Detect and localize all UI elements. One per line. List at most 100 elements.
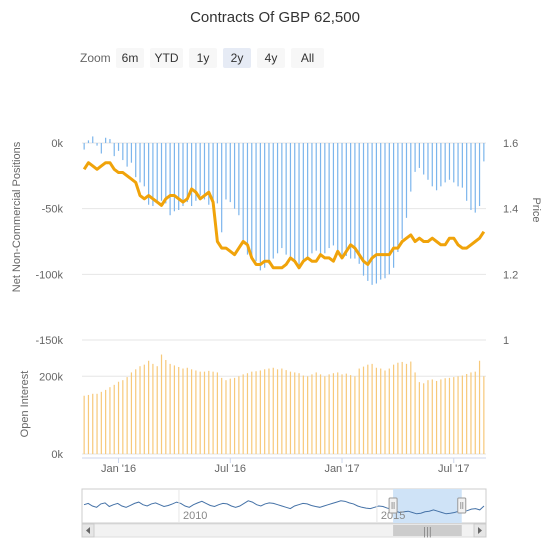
net-position-bar <box>302 143 304 263</box>
zoom-button-1y[interactable]: 1y <box>189 48 217 68</box>
net-position-bar <box>328 143 330 249</box>
net-position-bar <box>160 143 163 201</box>
net-position-bar <box>470 143 472 210</box>
net-position-bar <box>423 143 425 175</box>
open-interest-bar <box>255 371 257 454</box>
y-right-tick-label: 1.4 <box>503 204 518 216</box>
open-interest-bar <box>281 368 283 454</box>
open-interest-bar <box>87 394 90 454</box>
open-interest-bar <box>311 374 313 454</box>
open-interest-bar <box>350 375 352 454</box>
x-tick-label: Jul '17 <box>438 463 469 475</box>
open-interest-bar <box>384 370 386 454</box>
open-interest-bar <box>354 376 356 454</box>
net-position-bar <box>225 143 227 200</box>
net-position-bar <box>448 143 451 180</box>
navigator-series-line <box>83 500 485 515</box>
net-position-bar <box>362 143 365 276</box>
open-interest-bar <box>397 362 399 454</box>
open-interest-bar <box>117 381 120 454</box>
scrollbar-thumb[interactable] <box>393 525 462 536</box>
net-position-bar <box>345 143 347 256</box>
net-position-bar <box>255 143 257 262</box>
zoom-button-background <box>189 48 217 68</box>
open-interest-bar <box>195 370 197 454</box>
net-position-bar <box>169 143 171 216</box>
net-position-bar <box>405 143 408 218</box>
net-position-bar <box>208 143 210 205</box>
net-position-bar <box>182 143 184 207</box>
net-positions-bars <box>83 136 485 285</box>
zoom-button-label: 6m <box>122 51 139 65</box>
y-right-tick-label: 1 <box>503 335 509 347</box>
open-interest-bar <box>393 364 395 454</box>
open-interest-bar <box>113 384 115 454</box>
open-interest-bar <box>251 371 253 454</box>
zoom-button-4y[interactable]: 4y <box>257 48 285 68</box>
net-position-bar <box>410 143 412 192</box>
net-position-bar <box>92 136 94 143</box>
open-interest-bar <box>173 365 175 454</box>
open-interest-bar <box>418 382 420 454</box>
zoom-button-group: 6m YTD 1y 2y 4y All <box>116 48 324 68</box>
net-position-bar <box>453 143 455 183</box>
net-position-bar <box>311 143 313 254</box>
net-position-bar <box>221 143 223 233</box>
open-interest-bar <box>216 372 218 454</box>
net-position-bar <box>427 143 429 180</box>
zoom-button-label: YTD <box>155 51 179 65</box>
zoom-button-2y[interactable]: 2y <box>223 48 251 68</box>
open-interest-bar <box>259 370 261 454</box>
net-positions-panel: 0k -50k -100k -150k 1.6 1.4 1.2 1 Net Non-Comm… <box>11 136 542 347</box>
open-interest-bar <box>414 372 416 454</box>
net-position-bar <box>246 143 249 255</box>
navigator-handle[interactable] <box>388 497 398 514</box>
zoom-button-label: 1y <box>197 51 210 65</box>
open-interest-bar <box>152 363 154 454</box>
navigator[interactable]: 2010 2015 <box>81 488 487 524</box>
zoom-button-all[interactable]: All <box>291 48 324 68</box>
net-position-bar <box>315 143 317 251</box>
net-position-bar <box>466 143 468 201</box>
net-position-bar <box>216 143 218 204</box>
grip-icon: ||| <box>423 526 432 538</box>
open-interest-bar <box>483 376 485 454</box>
zoom-button-ytd[interactable]: YTD <box>150 48 183 68</box>
open-interest-bar <box>100 391 102 454</box>
scrollbar[interactable]: ||| <box>81 523 487 538</box>
open-interest-bar <box>130 372 133 454</box>
net-position-bar <box>186 143 188 203</box>
open-interest-bar <box>401 361 403 454</box>
net-positions-axis-ticks: 0k -50k -100k -150k <box>35 138 63 347</box>
open-interest-bar <box>126 377 128 454</box>
open-interest-bar <box>186 367 188 454</box>
zoom-label: Zoom <box>80 51 111 65</box>
open-interest-bar <box>225 380 227 454</box>
y-right-tick-label: 1.2 <box>503 269 518 281</box>
navigator-handle[interactable] <box>457 497 467 514</box>
net-position-bar <box>135 143 137 178</box>
navigator-tick-label: 2010 <box>183 510 207 522</box>
navigator-selection-range[interactable] <box>393 489 462 523</box>
net-position-bar <box>268 143 270 264</box>
net-position-bar <box>229 143 231 203</box>
price-series-line <box>82 161 486 270</box>
zoom-button-6m[interactable]: 6m <box>116 48 144 68</box>
open-interest-bar <box>212 371 214 454</box>
navigator-handles[interactable] <box>388 497 467 514</box>
open-interest-bar <box>358 368 360 454</box>
open-interest-bar <box>328 374 330 454</box>
net-position-bar <box>238 143 240 216</box>
net-position-bar <box>440 143 442 187</box>
x-tick-label: Jul '16 <box>215 463 246 475</box>
open-interest-bar <box>319 374 322 454</box>
open-interest-bar <box>315 372 317 454</box>
open-interest-bar <box>178 366 180 454</box>
open-interest-bar <box>285 370 287 454</box>
open-interest-bar <box>380 368 382 454</box>
open-interest-bar <box>324 376 326 454</box>
net-position-bar <box>130 143 133 163</box>
net-position-bar <box>203 143 206 200</box>
